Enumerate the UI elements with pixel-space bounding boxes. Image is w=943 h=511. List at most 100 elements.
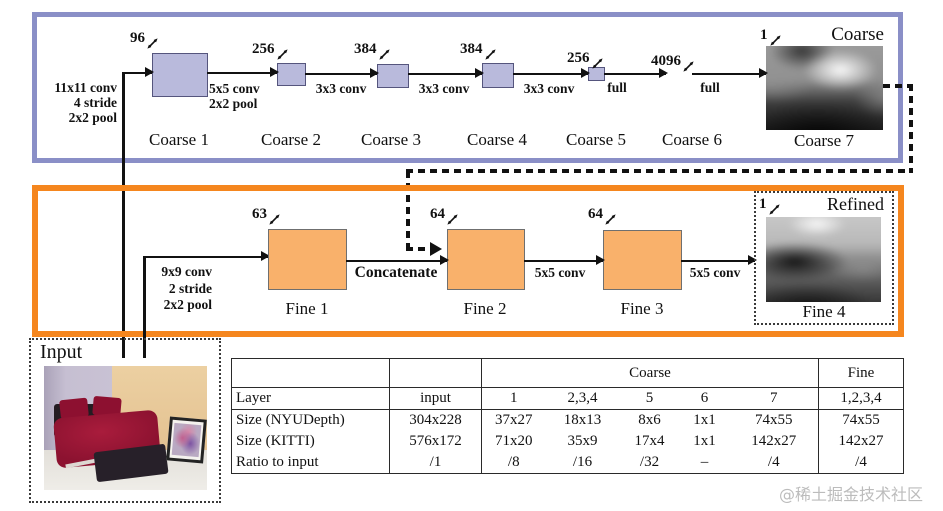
depth-axis-arrow-icon xyxy=(768,204,780,215)
dashed-connector-arrow xyxy=(406,247,432,251)
coarse-stage-box-4 xyxy=(482,63,514,88)
edge-label-coarse1-2: 5x5 conv 2x2 pool xyxy=(209,81,260,111)
table-cell-empty xyxy=(231,358,390,388)
dashed-arrowhead xyxy=(430,242,442,256)
table-cell: 8x6 xyxy=(638,412,661,428)
input-to-fine-line xyxy=(143,257,146,358)
edge-label-fine3-4: 5x5 conv xyxy=(689,265,741,280)
depth-label-fine3: 64 xyxy=(588,206,617,226)
stage-label-coarse5: Coarse 5 xyxy=(566,130,626,149)
stage-label-coarse6: Coarse 6 xyxy=(662,130,722,149)
stage-label-fine1: Fine 1 xyxy=(285,299,329,318)
coarse-stage-box-3 xyxy=(377,64,409,88)
flow-arrow-fine1-2 xyxy=(346,254,449,265)
table-cell: /1 xyxy=(389,452,482,474)
coarse-stage-box-2 xyxy=(277,63,306,86)
depth-label-coarse5: 256 xyxy=(567,50,604,70)
dashed-connector xyxy=(406,171,410,249)
table-cell: /32 xyxy=(639,454,660,470)
stage-label-coarse3: Coarse 3 xyxy=(361,130,421,149)
table-cell: /16 xyxy=(572,454,593,470)
depth-label-fine1: 63 xyxy=(252,206,281,226)
dashed-connector xyxy=(883,84,913,88)
table-cell: /8 xyxy=(507,454,520,470)
edge-label-coarse4-5: 3x3 conv xyxy=(523,81,575,96)
photo-picture-art xyxy=(171,423,201,458)
fine-stage-box-3 xyxy=(603,230,682,290)
depth-label-fine2: 64 xyxy=(430,206,459,226)
flow-arrow-coarse5-6 xyxy=(604,67,668,78)
fine-network-panel xyxy=(32,185,904,337)
table-cell: 17x4 xyxy=(634,433,665,449)
table-group-header-row: Coarse Fine xyxy=(231,358,904,388)
table-cell: 18x13 xyxy=(563,412,602,428)
depth-axis-arrow-icon xyxy=(484,49,496,60)
table-cell: Size (NYUDepth) xyxy=(231,409,390,431)
table-cell: 142x27 xyxy=(729,431,819,452)
depth-axis-arrow-icon xyxy=(147,38,158,49)
table-cell: 2,3,4 xyxy=(545,387,620,410)
depth-axis-arrow-icon xyxy=(605,214,616,225)
table-group-header-fine: Fine xyxy=(818,358,904,388)
dashed-connector xyxy=(406,169,911,173)
table-cell: 74x55 xyxy=(729,409,819,431)
table-cell: – xyxy=(700,454,709,470)
depth-axis-arrow-icon xyxy=(276,49,288,60)
table-cell: 1 xyxy=(481,387,546,410)
table-cell: 1x1 xyxy=(693,412,716,428)
depth-label-coarse2: 256 xyxy=(252,41,289,61)
edge-label-fine2-3: 5x5 conv xyxy=(534,265,586,280)
table-group-header-coarse: Coarse xyxy=(481,358,819,388)
flow-arrow-coarse1-2 xyxy=(207,66,279,77)
stage-label-coarse7: Coarse 7 xyxy=(794,131,854,150)
fine-stage-box-2 xyxy=(447,229,525,290)
table-row-size-kitti: Size (KITTI) 576x172 71x20 35x9 17x4 1x1… xyxy=(231,431,904,452)
coarse-input-ops: 11x11 conv 4 stride 2x2 pool xyxy=(54,80,117,125)
refined-output-box xyxy=(754,191,894,325)
table-cell: /4 xyxy=(855,454,867,470)
depth-label-coarse1: 96 xyxy=(130,30,159,50)
table-cell: 7 xyxy=(729,387,819,410)
table-cell: Layer xyxy=(231,387,390,410)
stage-label-coarse1: Coarse 1 xyxy=(149,130,209,149)
table-cell: /4 xyxy=(729,452,819,474)
stage-label-fine2: Fine 2 xyxy=(463,299,507,318)
table-cell: 5 xyxy=(619,387,680,410)
coarse-panel-label: Coarse xyxy=(831,24,884,45)
flow-arrow-fine2-3 xyxy=(524,254,605,265)
input-box xyxy=(29,338,221,503)
stage-label-fine3: Fine 3 xyxy=(620,299,664,318)
flow-arrow-input-fine1 xyxy=(143,250,270,261)
edge-label-concatenate: Concatenate xyxy=(354,264,438,281)
input-photo xyxy=(44,366,207,490)
table-cell: 37x27 xyxy=(495,412,533,428)
stage-label-coarse4: Coarse 4 xyxy=(467,130,527,149)
depth-axis-arrow-icon xyxy=(269,214,280,225)
depth-axis-arrow-icon xyxy=(378,49,390,60)
edge-label-coarse5-6: full xyxy=(607,80,627,95)
refined-label: Refined xyxy=(827,194,884,214)
table-cell-empty xyxy=(389,358,482,388)
edge-label-coarse6-7: full xyxy=(700,80,720,95)
photo-picture-frame xyxy=(166,416,207,465)
coarse-stage-box-1 xyxy=(152,53,208,97)
table-cell: 576x172 xyxy=(389,431,482,452)
depth-label-coarse3: 384 xyxy=(354,41,391,61)
dashed-connector xyxy=(909,84,913,173)
table-cell: 1x1 xyxy=(693,433,716,449)
coarse-output-depthmap xyxy=(766,46,883,130)
table-row-ratio: Ratio to input /1 /8 /16 /32 – /4 /4 xyxy=(231,452,904,474)
flow-arrow-coarse6-7 xyxy=(692,67,768,78)
table-cell: 1,2,3,4 xyxy=(818,387,904,410)
fine-stage-box-1 xyxy=(268,229,347,290)
input-to-coarse-line xyxy=(122,73,125,358)
flow-arrow-coarse3-4 xyxy=(408,67,484,78)
depth-axis-arrow-icon xyxy=(769,35,781,46)
table-cell: 142x27 xyxy=(838,433,884,449)
watermark: @稀土掘金技术社区 xyxy=(779,485,924,504)
flow-arrow-fine3-4 xyxy=(681,254,757,265)
stage-label-coarse2: Coarse 2 xyxy=(261,130,321,149)
table-cell: input xyxy=(389,387,482,410)
edge-label-coarse3-4: 3x3 conv xyxy=(418,81,470,96)
input-label: Input xyxy=(40,341,83,363)
